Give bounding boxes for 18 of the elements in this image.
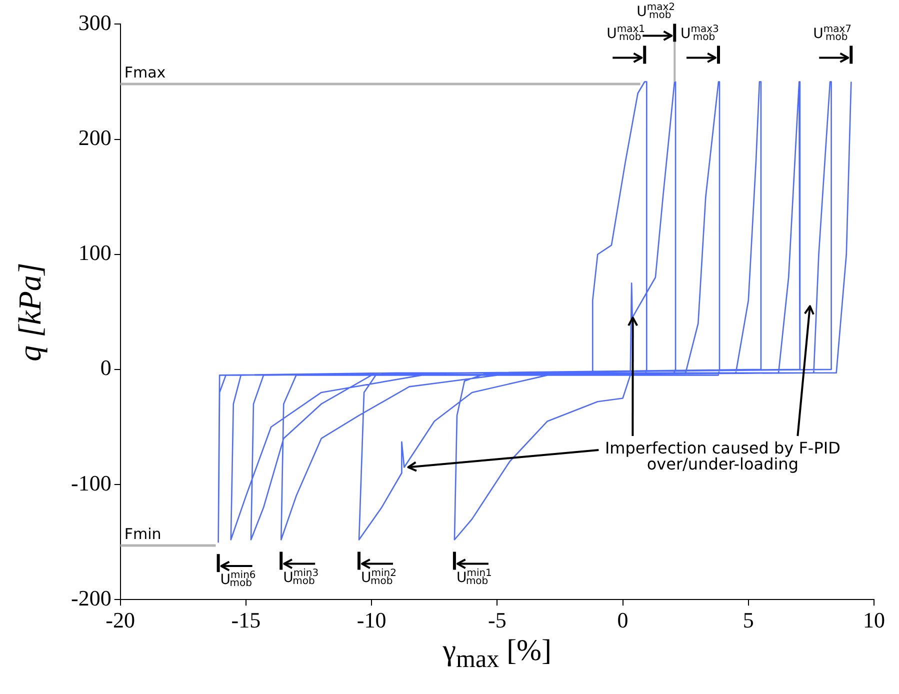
y-tick-label: -200 [71,585,112,610]
x-tick-label: -15 [231,608,261,633]
y-axis-title: q [kPa] [12,262,48,362]
x-tick-label: -10 [356,608,386,633]
x-tick-label: 5 [742,608,754,633]
x-tick-label: -20 [106,608,135,633]
y-tick-label: 0 [100,355,112,380]
x-tick-label: 0 [617,608,628,633]
annotation: Imperfection caused by F-PID over/under-loading [602,438,843,474]
series-label: Fmax [124,63,166,82]
y-tick-label: 100 [78,240,112,266]
x-axis-title: γ$_{max}$ [%] [442,634,552,674]
series-label: Fmin [124,524,162,543]
y-tick-label: 200 [78,125,112,150]
y-tick-label: 300 [78,10,112,35]
x-tick-label: -5 [488,608,506,633]
x-tick-label: 10 [863,608,885,633]
y-tick-label: -100 [71,470,112,496]
